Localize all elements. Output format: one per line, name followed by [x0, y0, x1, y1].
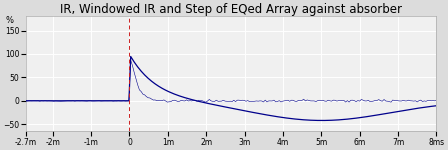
Y-axis label: %: % — [5, 16, 13, 26]
Title: IR, Windowed IR and Step of EQed Array against absorber: IR, Windowed IR and Step of EQed Array a… — [60, 3, 402, 16]
